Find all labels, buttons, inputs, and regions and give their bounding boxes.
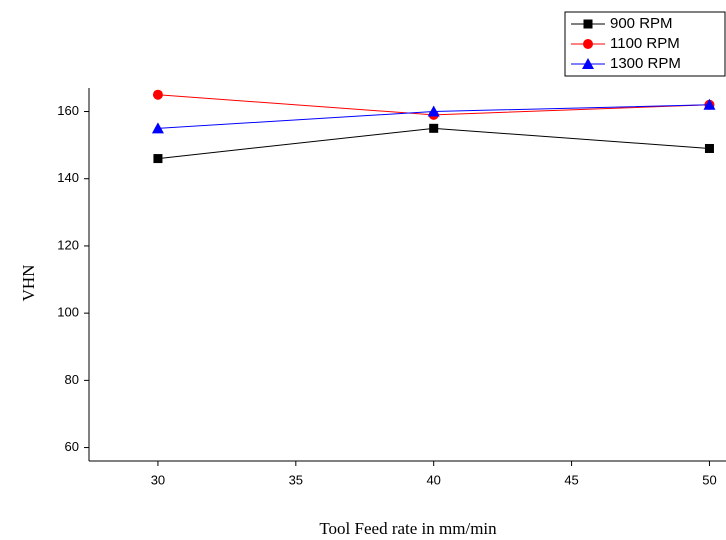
- legend-label: 1100 RPM: [610, 35, 680, 52]
- marker: [582, 58, 594, 69]
- y-tick-label: 80: [65, 372, 79, 387]
- y-tick-label: 160: [57, 103, 79, 118]
- y-axis-label: VHN: [19, 265, 38, 302]
- marker: [427, 105, 440, 117]
- legend-label: 900 RPM: [610, 15, 673, 32]
- marker: [703, 98, 716, 110]
- x-tick-label: 35: [289, 472, 303, 487]
- x-tick-label: 40: [426, 472, 440, 487]
- series-line: [157, 127, 710, 160]
- marker: [151, 122, 164, 134]
- marker: [583, 39, 593, 49]
- y-tick-label: 100: [57, 305, 79, 320]
- marker: [152, 89, 163, 100]
- marker: [429, 123, 439, 133]
- x-axis-label: Tool Feed rate in mm/min: [319, 519, 497, 538]
- marker: [704, 143, 714, 153]
- x-tick-label: 45: [564, 472, 578, 487]
- y-tick-label: 60: [65, 439, 79, 454]
- marker: [583, 19, 593, 29]
- x-tick-label: 30: [151, 472, 165, 487]
- y-tick-label: 140: [57, 170, 79, 185]
- y-tick-label: 120: [57, 237, 79, 252]
- legend-label: 1300 RPM: [610, 55, 681, 72]
- marker: [153, 154, 163, 164]
- x-tick-label: 50: [702, 472, 716, 487]
